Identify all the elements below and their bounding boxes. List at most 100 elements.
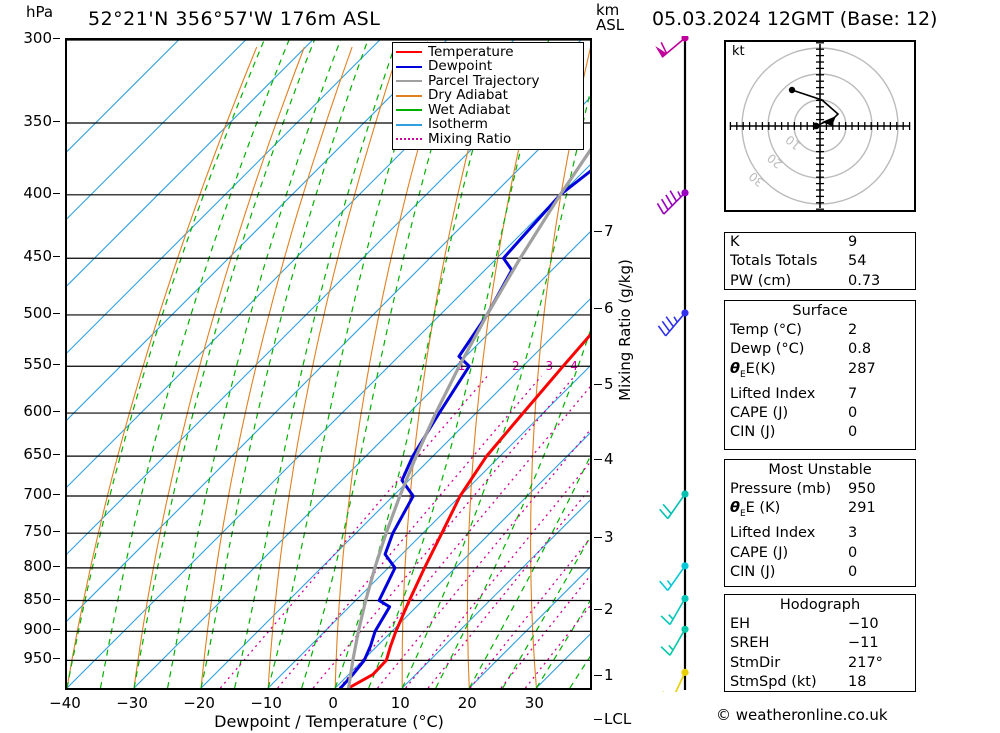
pressure-tick-label: 650 [23,445,52,464]
temperature-tick-label: 10 [390,694,410,712]
pressure-tick-mark [53,565,60,567]
info-row: Dewp (°C) 0.8 [725,340,915,359]
surface-row-0: Temp (°C) [730,322,802,338]
index-k-value: 9 [848,234,858,250]
most-unstable-row-2: Lifted Index [730,525,816,542]
most-unstable-row-0-value: 950 [848,481,876,497]
pressure-tick-mark [53,312,60,314]
pressure-tick-label: 350 [23,111,52,130]
hodograph-ring-label: 20 [764,151,785,172]
surface-row-1: Dewp (°C) [730,341,805,358]
info-row: EH −10 [725,615,915,634]
info-row: θEE(K) 287 [725,360,915,385]
index-pw-value: 0.73 [848,272,881,289]
height-tick-mark [594,231,602,232]
legend-label: Wet Adiabat [428,101,511,118]
hodograph-row-1: SREH [730,635,770,652]
pressure-tick-mark [53,256,60,258]
pressure-axis: 300 350 400 450 500 550 600 650 700 750 800 850 900 9… [0,29,60,690]
indices-panel: K 9 Totals Totals 54 PW (cm) 0.73 [724,232,916,290]
most-unstable-row-3: CAPE (J) [730,544,789,561]
legend-label: Isotherm [428,116,488,132]
most-unstable-row-1-value: 291 [848,500,876,517]
legend-item: Parcel Trajectory [396,74,580,89]
legend-item: Isotherm [396,116,580,133]
hodograph-unit-label: kt [732,44,745,59]
legend-swatch-dewpoint [396,65,422,68]
surface-row-3-value: 7 [848,385,858,402]
height-tick-mark [594,675,602,676]
info-row: CAPE (J) 0 [725,544,915,563]
legend-swatch-isotherm [396,123,422,126]
run-timestamp: 05.03.2024 12GMT (Base: 12) [652,8,938,30]
surface-row-4: CAPE (J) [730,405,789,422]
height-tick-label: 7 [604,222,614,240]
pressure-tick-mark [53,531,60,533]
height-unit-label: km ASL [596,3,624,33]
surface-row-2-value: 287 [848,360,876,377]
hodograph-stats-title: Hodograph [779,597,861,613]
height-tick-mark [594,459,602,460]
legend-swatch-dry-adiabat [396,94,422,97]
pressure-tick-label: 550 [23,355,52,374]
legend-item: Temperature [396,45,580,60]
hodograph-ring-label: 30 [746,169,767,190]
legend-label: Parcel Trajectory [428,72,540,89]
legend-swatch-parcel-trajectory [396,80,422,83]
hodograph-row-3: StmSpd (kt) [730,673,817,690]
height-tick-mark [594,609,602,610]
height-tick-label: 4 [604,450,614,468]
pressure-tick-label: 400 [23,183,52,202]
pressure-tick-mark [53,192,60,194]
pressure-tick-mark [53,629,60,631]
wind-barb [660,594,689,626]
height-tick-mark [594,384,602,385]
temperature-tick-label: −30 [116,694,148,712]
surface-row-5: CIN (J) [730,424,776,441]
height-tick-mark [594,719,602,720]
surface-row-3: Lifted Index [730,385,816,402]
temperature-tick-label: 30 [524,694,544,712]
hodograph[interactable]: kt 10 20 30 [724,40,916,212]
pressure-tick-label: 950 [23,649,52,668]
height-tick-label: 1 [604,666,614,684]
surface-title: Surface [792,303,848,319]
info-row: StmDir 217° [725,654,915,673]
pressure-tick-mark [53,120,60,122]
pressure-tick-label: 600 [23,402,52,421]
info-row: Temp (°C) 2 [725,321,915,340]
height-unit-line1: km [596,1,620,19]
surface-row-2: θEE(K) [730,360,776,380]
height-tick-label: 6 [604,299,614,317]
height-tick-label: LCL [604,710,632,728]
info-row: CIN (J) 0 [725,563,915,582]
pressure-tick-label: 750 [23,522,52,541]
hodograph-row-0: EH [730,616,751,632]
most-unstable-row-3-value: 0 [848,544,858,561]
hodograph-row-3-value: 18 [848,673,867,690]
index-totals-totals: Totals Totals [730,253,818,270]
hodograph-ring-label: 10 [783,132,804,153]
most-unstable-title: Most Unstable [768,462,872,478]
hodograph-row-1-value: −11 [848,635,879,652]
hodograph-row-2-value: 217° [848,654,883,671]
legend-item: Mixing Ratio [396,132,580,147]
info-row: CAPE (J) 0 [725,404,915,423]
height-tick-mark [594,308,602,309]
wind-barb [660,625,689,656]
wind-barb [656,189,689,215]
wind-barb-svg [655,34,689,701]
info-row: Lifted Index 7 [725,385,915,404]
info-row: SREH −11 [725,634,915,653]
credit-label: © weatheronline.co.uk [716,706,888,724]
hodograph-row-2: StmDir [730,654,781,671]
legend-swatch-temperature [396,51,422,54]
legend: Temperature Dewpoint Parcel Trajectory Dry … [392,42,584,150]
most-unstable-panel: Most Unstable Pressure (mb) 950 θEE (K) 291 L… [724,459,916,587]
legend-label: Dry Adiabat [428,87,508,103]
surface-row-4-value: 0 [848,405,858,422]
info-row: Totals Totals 54 [725,252,915,271]
height-tick-label: 3 [604,528,614,546]
wind-barb [655,34,689,58]
